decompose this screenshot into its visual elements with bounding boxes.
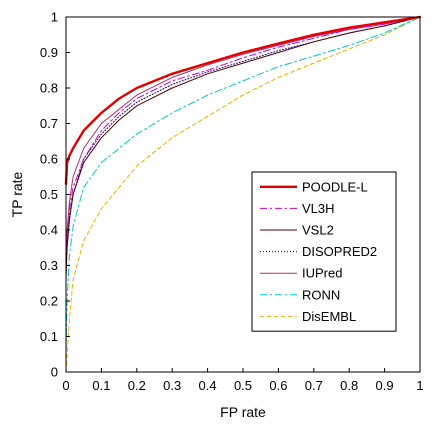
y-tick-label: 0.3: [40, 258, 58, 273]
legend-label: VL3H: [302, 201, 335, 216]
y-tick-label: 0.2: [40, 294, 58, 309]
y-tick-label: 1: [51, 10, 58, 25]
series-line-ronn: [65, 16, 421, 352]
legend-label: DisEMBL: [302, 309, 356, 324]
legend: POODLE-L VL3H VSL2 DISOPRED2 IUPred RONN DisEM…: [251, 171, 397, 332]
x-tick-label: 0.3: [163, 378, 181, 393]
y-tick-label: 0.1: [40, 329, 58, 344]
x-tick-label: 0.1: [92, 378, 110, 393]
x-axis-label: FP rate: [220, 404, 266, 420]
y-tick-label: 0.5: [40, 187, 58, 202]
legend-label: POODLE-L: [302, 179, 368, 194]
curves-layer: [64, 15, 422, 373]
x-tick-label: 0.7: [305, 378, 323, 393]
x-tick-label: 0.6: [269, 378, 287, 393]
x-tick-label: 0: [62, 378, 69, 393]
series-line-iupred: [65, 16, 421, 259]
x-tick-label: 0.5: [234, 378, 252, 393]
x-tick-label: 0.9: [376, 378, 394, 393]
x-tick-label: 0.4: [199, 378, 217, 393]
series-line-poodle-l: [64, 15, 422, 185]
legend-label: DISOPRED2: [302, 244, 377, 259]
y-tick-label: 0.4: [40, 223, 58, 238]
legend-label: VSL2: [302, 223, 334, 238]
x-tick-label: 0.2: [128, 378, 146, 393]
series-line-vl3h: [65, 16, 421, 256]
x-tick-label: 0.8: [340, 378, 358, 393]
series-line-disembl: [65, 16, 421, 373]
legend-label: RONN: [302, 287, 340, 302]
x-tick-label: 1: [416, 378, 423, 393]
y-tick-label: 0.8: [40, 81, 58, 96]
axis-ticks: 0 0.1 0.2 0.3 0.4 0.5 0.6 0.7 0.8 0.9 1 0 0.1 0.2 0.3 0…: [40, 10, 424, 394]
legend-label: IUPred: [302, 266, 342, 281]
y-tick-label: 0.9: [40, 45, 58, 60]
series-line-vsl2: [65, 16, 421, 281]
y-tick-label: 0: [51, 365, 58, 380]
y-axis-label: TP rate: [9, 171, 25, 217]
y-tick-label: 0.6: [40, 152, 58, 167]
y-tick-label: 0.7: [40, 116, 58, 131]
